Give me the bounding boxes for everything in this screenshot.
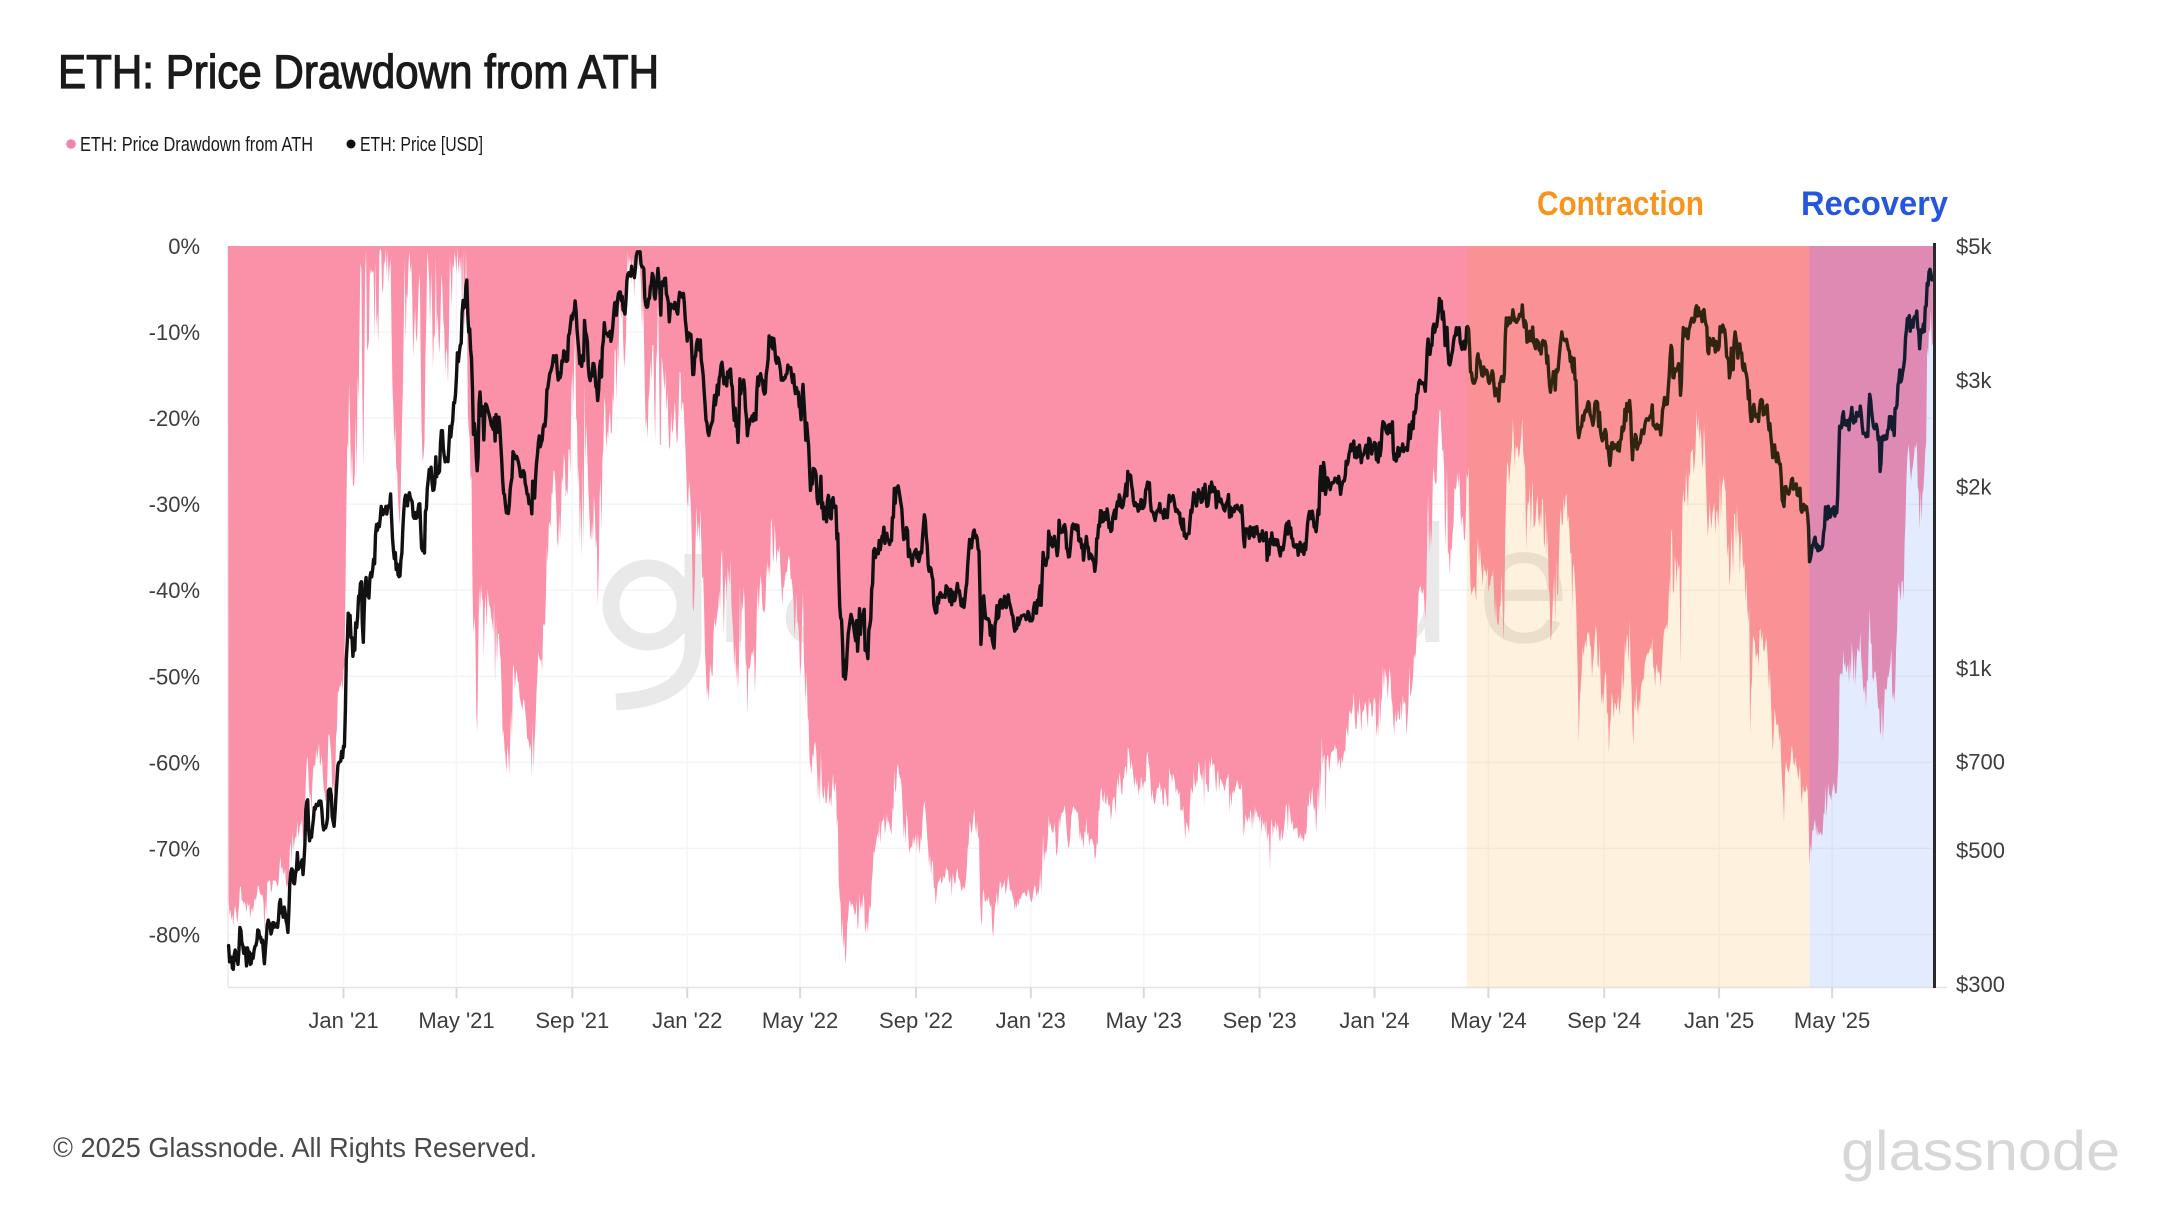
svg-text:-60%: -60%	[149, 750, 200, 775]
svg-text:Sep '21: Sep '21	[535, 1008, 609, 1033]
svg-text:-40%: -40%	[149, 578, 200, 603]
svg-text:0%: 0%	[168, 234, 200, 259]
svg-text:Sep '22: Sep '22	[879, 1008, 953, 1033]
svg-text:Recovery: Recovery	[1801, 185, 1948, 223]
svg-text:Sep '23: Sep '23	[1223, 1008, 1297, 1033]
svg-text:$500: $500	[1956, 838, 2005, 863]
svg-text:May '21: May '21	[418, 1008, 494, 1033]
svg-text:May '22: May '22	[762, 1008, 838, 1033]
svg-text:May '25: May '25	[1794, 1008, 1870, 1033]
svg-text:ETH: Price Drawdown from ATH: ETH: Price Drawdown from ATH	[58, 45, 659, 98]
svg-text:May '23: May '23	[1106, 1008, 1182, 1033]
svg-text:© 2025 Glassnode. All Rights R: © 2025 Glassnode. All Rights Reserved.	[53, 1132, 537, 1163]
svg-text:-20%: -20%	[149, 406, 200, 431]
svg-text:Jan '22: Jan '22	[652, 1008, 722, 1033]
svg-text:-50%: -50%	[149, 664, 200, 689]
svg-text:Jan '23: Jan '23	[996, 1008, 1066, 1033]
svg-text:ETH: Price Drawdown from ATH: ETH: Price Drawdown from ATH	[80, 134, 313, 156]
svg-text:May '24: May '24	[1450, 1008, 1526, 1033]
svg-text:Sep '24: Sep '24	[1567, 1008, 1641, 1033]
svg-text:-70%: -70%	[149, 836, 200, 861]
svg-text:Contraction: Contraction	[1537, 185, 1704, 223]
svg-text:$1k: $1k	[1956, 656, 1992, 681]
svg-text:Jan '21: Jan '21	[308, 1008, 378, 1033]
svg-text:$5k: $5k	[1956, 234, 1992, 259]
svg-text:ETH: Price [USD]: ETH: Price [USD]	[360, 134, 483, 156]
svg-text:-80%: -80%	[149, 923, 200, 948]
svg-text:-30%: -30%	[149, 492, 200, 517]
svg-text:Jan '24: Jan '24	[1339, 1008, 1409, 1033]
svg-text:Jan '25: Jan '25	[1684, 1008, 1754, 1033]
svg-text:$2k: $2k	[1956, 474, 1992, 499]
svg-text:-10%: -10%	[149, 320, 200, 345]
svg-text:glassnode: glassnode	[1841, 1119, 2120, 1182]
svg-text:$300: $300	[1956, 972, 2005, 997]
svg-text:$700: $700	[1956, 750, 2005, 775]
svg-text:$3k: $3k	[1956, 368, 1992, 393]
